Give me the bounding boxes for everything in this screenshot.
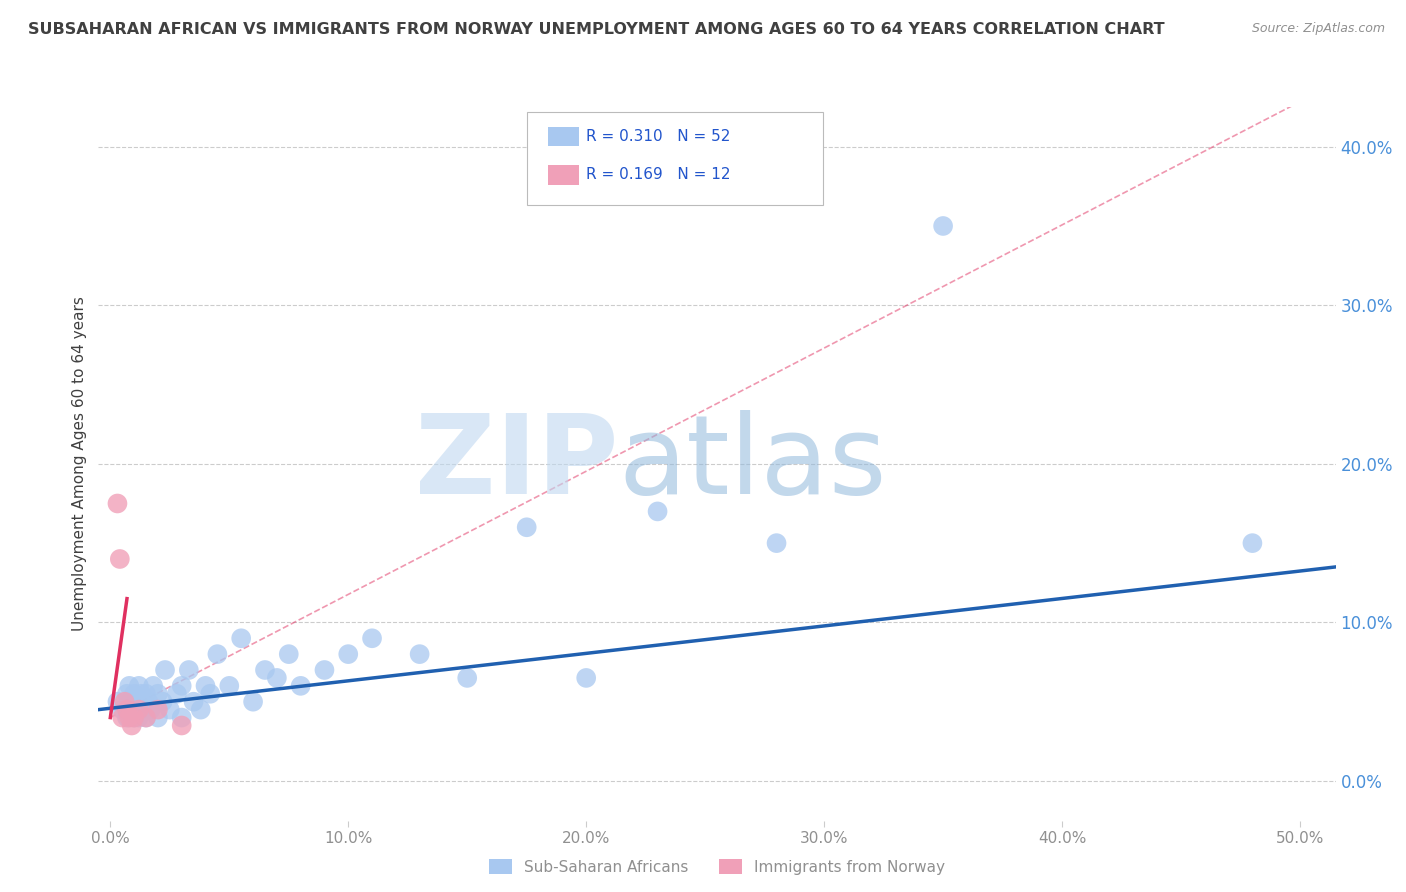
Point xyxy=(932,219,955,233)
Point xyxy=(121,703,143,717)
Point xyxy=(314,663,336,677)
Point xyxy=(231,632,253,646)
Point xyxy=(647,504,669,518)
Point xyxy=(152,695,174,709)
Point xyxy=(253,663,276,677)
Text: SUBSAHARAN AFRICAN VS IMMIGRANTS FROM NORWAY UNEMPLOYMENT AMONG AGES 60 TO 64 YE: SUBSAHARAN AFRICAN VS IMMIGRANTS FROM NO… xyxy=(28,22,1164,37)
Point xyxy=(135,710,157,724)
Point xyxy=(135,710,157,724)
Point xyxy=(575,671,598,685)
Text: R = 0.310   N = 52: R = 0.310 N = 52 xyxy=(586,129,731,144)
Point xyxy=(125,695,148,709)
Point xyxy=(170,679,193,693)
Point xyxy=(456,671,478,685)
Point xyxy=(132,695,155,709)
Point xyxy=(118,679,141,693)
Point xyxy=(107,695,129,709)
Point xyxy=(200,687,222,701)
Point xyxy=(290,679,312,693)
Point xyxy=(516,520,538,534)
Text: atlas: atlas xyxy=(619,410,887,517)
Point xyxy=(361,632,384,646)
Point xyxy=(129,703,152,717)
Point xyxy=(337,647,360,661)
Point xyxy=(122,687,145,701)
Text: Source: ZipAtlas.com: Source: ZipAtlas.com xyxy=(1251,22,1385,36)
Point xyxy=(115,687,138,701)
Point xyxy=(114,695,136,709)
Point xyxy=(142,679,165,693)
Point xyxy=(146,687,169,701)
Point xyxy=(146,710,169,724)
Point xyxy=(138,695,160,709)
Point xyxy=(139,703,162,717)
Point xyxy=(122,710,145,724)
Y-axis label: Unemployment Among Ages 60 to 64 years: Unemployment Among Ages 60 to 64 years xyxy=(72,296,87,632)
Point xyxy=(194,679,217,693)
Point xyxy=(128,703,150,717)
Point xyxy=(115,710,138,724)
Point xyxy=(170,718,193,732)
Point xyxy=(111,703,134,717)
Point xyxy=(128,710,150,724)
Point xyxy=(153,663,176,677)
Point xyxy=(111,710,134,724)
Point xyxy=(207,647,229,661)
Point xyxy=(128,679,150,693)
Point xyxy=(242,695,264,709)
Point xyxy=(118,710,141,724)
Point xyxy=(177,663,200,677)
Point xyxy=(115,703,138,717)
Point xyxy=(129,687,152,701)
Legend: Sub-Saharan Africans, Immigrants from Norway: Sub-Saharan Africans, Immigrants from No… xyxy=(482,853,952,880)
Point xyxy=(765,536,787,550)
Point xyxy=(183,695,205,709)
Point xyxy=(146,703,169,717)
Point xyxy=(408,647,430,661)
Point xyxy=(266,671,288,685)
Text: ZIP: ZIP xyxy=(415,410,619,517)
Point xyxy=(118,695,141,709)
Point xyxy=(122,710,145,724)
Point xyxy=(107,496,129,510)
Point xyxy=(1241,536,1264,550)
Point xyxy=(170,710,193,724)
Text: R = 0.169   N = 12: R = 0.169 N = 12 xyxy=(586,168,731,182)
Point xyxy=(190,703,212,717)
Point xyxy=(121,718,143,732)
Point xyxy=(218,679,240,693)
Point xyxy=(277,647,299,661)
Point xyxy=(135,687,157,701)
Point xyxy=(166,687,188,701)
Point xyxy=(159,703,181,717)
Point xyxy=(108,552,131,566)
